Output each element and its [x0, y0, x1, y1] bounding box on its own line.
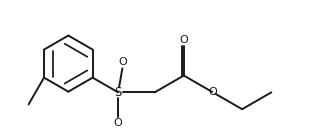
Text: O: O — [114, 118, 123, 128]
Text: O: O — [118, 57, 127, 67]
Text: S: S — [115, 86, 122, 99]
Text: O: O — [180, 35, 188, 45]
Text: O: O — [209, 87, 217, 97]
